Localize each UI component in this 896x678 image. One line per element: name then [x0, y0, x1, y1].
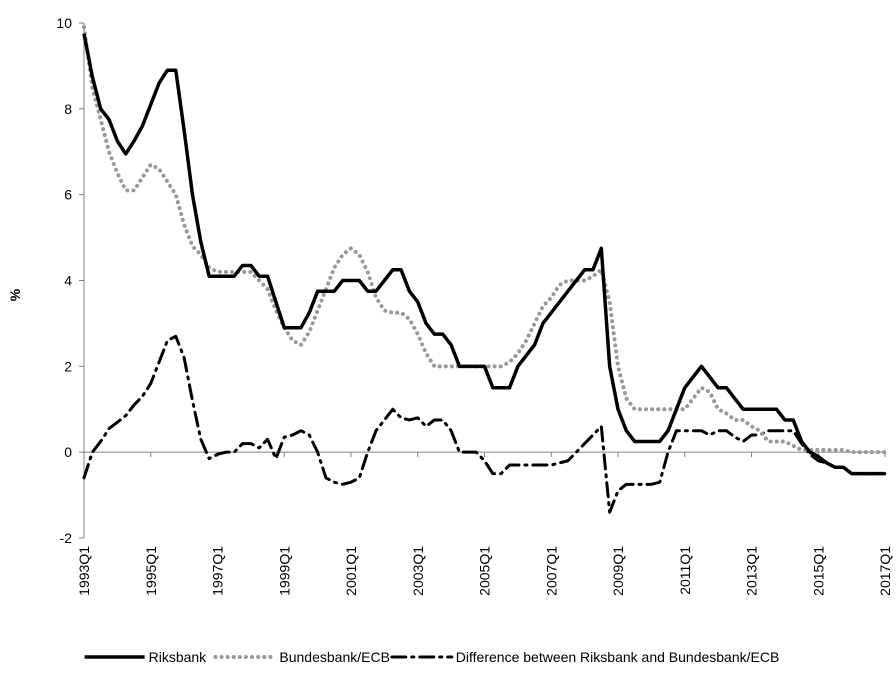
x-tick-label: 1993Q1	[76, 546, 92, 596]
x-tick-label: 2003Q1	[410, 546, 426, 596]
x-tick-label: 2015Q1	[810, 546, 826, 596]
series-line	[82, 25, 887, 455]
x-tick-label: 2013Q1	[744, 546, 760, 596]
x-tick-label: 1997Q1	[210, 546, 226, 596]
y-axis-label: %	[7, 288, 23, 301]
x-tick-label: 2007Q1	[543, 546, 559, 596]
legend-label: Riksbank	[149, 649, 208, 665]
y-tick-label: 2	[64, 358, 72, 374]
series-line	[82, 33, 885, 476]
legend-label: Difference between Riksbank and Bundesba…	[456, 649, 780, 665]
x-tick-label: 2017Q1	[877, 546, 893, 596]
x-tick-label: 2011Q1	[677, 546, 693, 595]
y-tick-label: 6	[64, 187, 72, 203]
x-tick-label: 2005Q1	[477, 546, 493, 596]
y-tick-label: 0	[64, 444, 72, 460]
series-line	[82, 334, 887, 514]
y-tick-label: -2	[60, 530, 73, 546]
x-tick-label: 2009Q1	[610, 546, 626, 596]
y-tick-label: 4	[64, 273, 72, 289]
y-tick-label: 8	[64, 101, 72, 117]
y-tick-label: 10	[56, 15, 72, 31]
x-tick-label: 1995Q1	[143, 546, 159, 596]
x-tick-label: 2001Q1	[343, 546, 359, 596]
legend-label: Bundesbank/ECB	[279, 649, 390, 665]
x-tick-label: 1999Q1	[276, 546, 292, 596]
